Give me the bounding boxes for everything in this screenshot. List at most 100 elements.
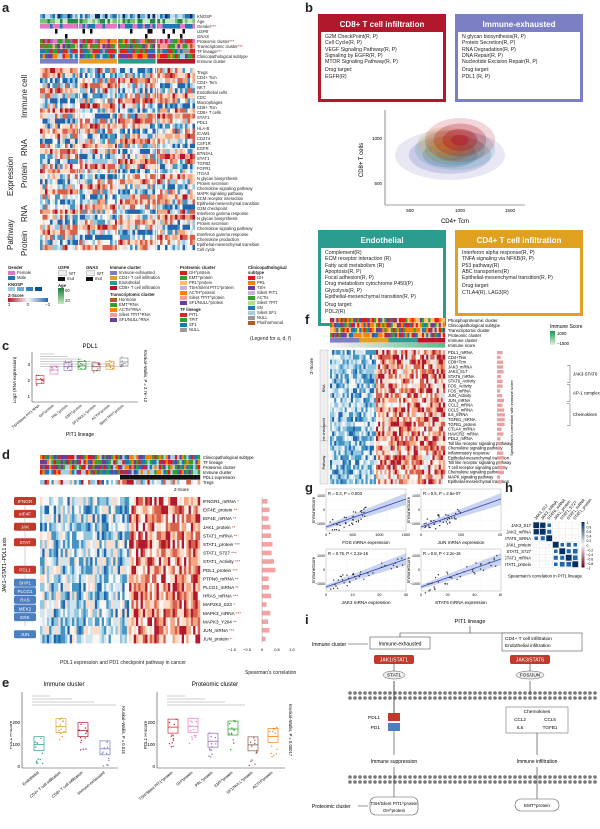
a-heat-cell bbox=[80, 103, 83, 109]
a-heat-cell bbox=[40, 239, 43, 246]
d-annot-cell bbox=[152, 460, 155, 465]
a-heat-cell bbox=[112, 73, 116, 79]
d-heat-cell bbox=[145, 608, 148, 618]
d-heat-cell bbox=[142, 522, 146, 532]
a-heat-cell bbox=[40, 214, 43, 220]
d-heat-cell bbox=[138, 497, 141, 506]
d-heat-cell bbox=[85, 514, 89, 523]
d-heat-cell bbox=[51, 505, 54, 515]
a-heat-cell bbox=[192, 174, 195, 180]
a-heat-cell bbox=[62, 199, 66, 205]
a-annot-cell bbox=[87, 29, 91, 34]
d-corr-bar bbox=[262, 559, 274, 564]
a-heat-cell bbox=[95, 123, 98, 129]
a-heat-cell bbox=[140, 103, 143, 109]
d-heat-cell bbox=[161, 531, 164, 541]
a-heat-cell bbox=[187, 184, 191, 190]
d-heat-cell bbox=[49, 600, 52, 609]
a-annot-cell bbox=[142, 54, 146, 59]
a-annot-cell bbox=[175, 49, 178, 54]
a-heat-cell bbox=[180, 98, 183, 104]
a-heat-cell bbox=[70, 189, 73, 195]
a-heat-cell bbox=[42, 123, 46, 129]
a-heat-cell bbox=[40, 204, 43, 210]
a-heat-cell bbox=[92, 189, 96, 195]
d-heat-cell bbox=[115, 497, 118, 506]
a-annot-cell bbox=[177, 44, 181, 49]
a-heat-cell bbox=[45, 174, 48, 180]
a-heat-cell bbox=[105, 118, 108, 124]
d-heat-cell bbox=[117, 583, 121, 592]
a-heat-cell bbox=[67, 184, 71, 190]
a-annot-cell bbox=[70, 44, 73, 49]
a-heat-cell bbox=[57, 229, 61, 236]
a-heat-cell bbox=[125, 108, 128, 114]
a-heat-cell bbox=[125, 239, 128, 246]
a-heat-cell bbox=[125, 219, 128, 225]
d-annot-cell bbox=[40, 455, 43, 460]
d-heat-cell bbox=[65, 565, 68, 575]
a-heat-cell bbox=[137, 143, 141, 150]
a-heat-cell bbox=[100, 138, 103, 145]
a-heat-cell bbox=[55, 93, 58, 99]
d-heat-cell bbox=[120, 522, 123, 532]
a-heat-cell bbox=[127, 73, 131, 79]
a-heat-cell bbox=[185, 169, 188, 175]
a-heat-cell bbox=[180, 113, 183, 119]
a-heat-cell bbox=[90, 189, 93, 195]
a-heat-cell bbox=[102, 179, 106, 185]
d-annot-cell bbox=[117, 460, 121, 465]
a-heat-cell bbox=[45, 138, 48, 145]
d-heat-cell bbox=[106, 626, 109, 635]
a-heat-cell bbox=[190, 113, 193, 119]
b-density-contour bbox=[445, 145, 465, 155]
a-annot-cell bbox=[72, 59, 76, 64]
a-annot-cell bbox=[177, 39, 181, 44]
d-heat-cell bbox=[154, 634, 157, 644]
a-heat-cell bbox=[102, 214, 106, 220]
a-heat-cell bbox=[185, 164, 188, 170]
a-row-label: Protein secretion bbox=[197, 181, 229, 187]
d-heat-cell bbox=[83, 565, 86, 575]
a-heat-cell bbox=[122, 98, 126, 104]
e-point bbox=[168, 742, 171, 745]
d-heat-cell bbox=[56, 583, 59, 592]
a-heat-cell bbox=[192, 68, 195, 74]
a-heat-cell bbox=[120, 83, 123, 89]
a-row-label: CD8+ T cells bbox=[197, 110, 221, 116]
a-heat-cell bbox=[150, 83, 153, 89]
a-heat-cell bbox=[157, 73, 161, 79]
a-heat-cell bbox=[85, 234, 88, 241]
a-heat-cell bbox=[132, 138, 136, 145]
a-annot-cell bbox=[190, 24, 193, 29]
a-annot-star: *** bbox=[210, 24, 216, 29]
legend-item: Silent PIT1 bbox=[248, 290, 298, 295]
legend-clin-title: Clinicopathological subtype bbox=[248, 265, 287, 275]
a-annot-cell bbox=[150, 39, 153, 44]
a-annot-cell bbox=[187, 39, 191, 44]
a-heat-cell bbox=[65, 224, 68, 230]
a-heat-cell bbox=[167, 68, 171, 74]
a-heat-cell bbox=[125, 98, 128, 104]
a-row-label: CSF1R bbox=[197, 140, 211, 146]
d-annot-cell bbox=[174, 475, 178, 480]
a-heat-cell bbox=[160, 209, 163, 215]
d-heat-cell bbox=[170, 617, 173, 627]
d-heat-cell bbox=[83, 540, 86, 549]
a-heat-cell bbox=[157, 83, 161, 89]
d-heat-cell bbox=[129, 600, 132, 609]
d-heat-cell bbox=[158, 565, 162, 575]
a-annot-cell bbox=[172, 59, 176, 64]
a-heat-cell bbox=[137, 239, 141, 246]
d-heat-cell bbox=[110, 608, 114, 618]
a-heat-cell bbox=[175, 108, 178, 114]
d-annot-cell bbox=[88, 465, 91, 470]
a-annot-cell bbox=[82, 14, 86, 19]
a-heat-cell bbox=[107, 239, 111, 246]
d-heat-cell bbox=[131, 540, 134, 549]
a-heat-cell bbox=[190, 118, 193, 124]
d-heat-cell bbox=[154, 583, 157, 592]
a-heat-cell bbox=[90, 244, 93, 251]
d-heat-cell bbox=[81, 522, 84, 532]
a-heat-cell bbox=[160, 199, 163, 205]
